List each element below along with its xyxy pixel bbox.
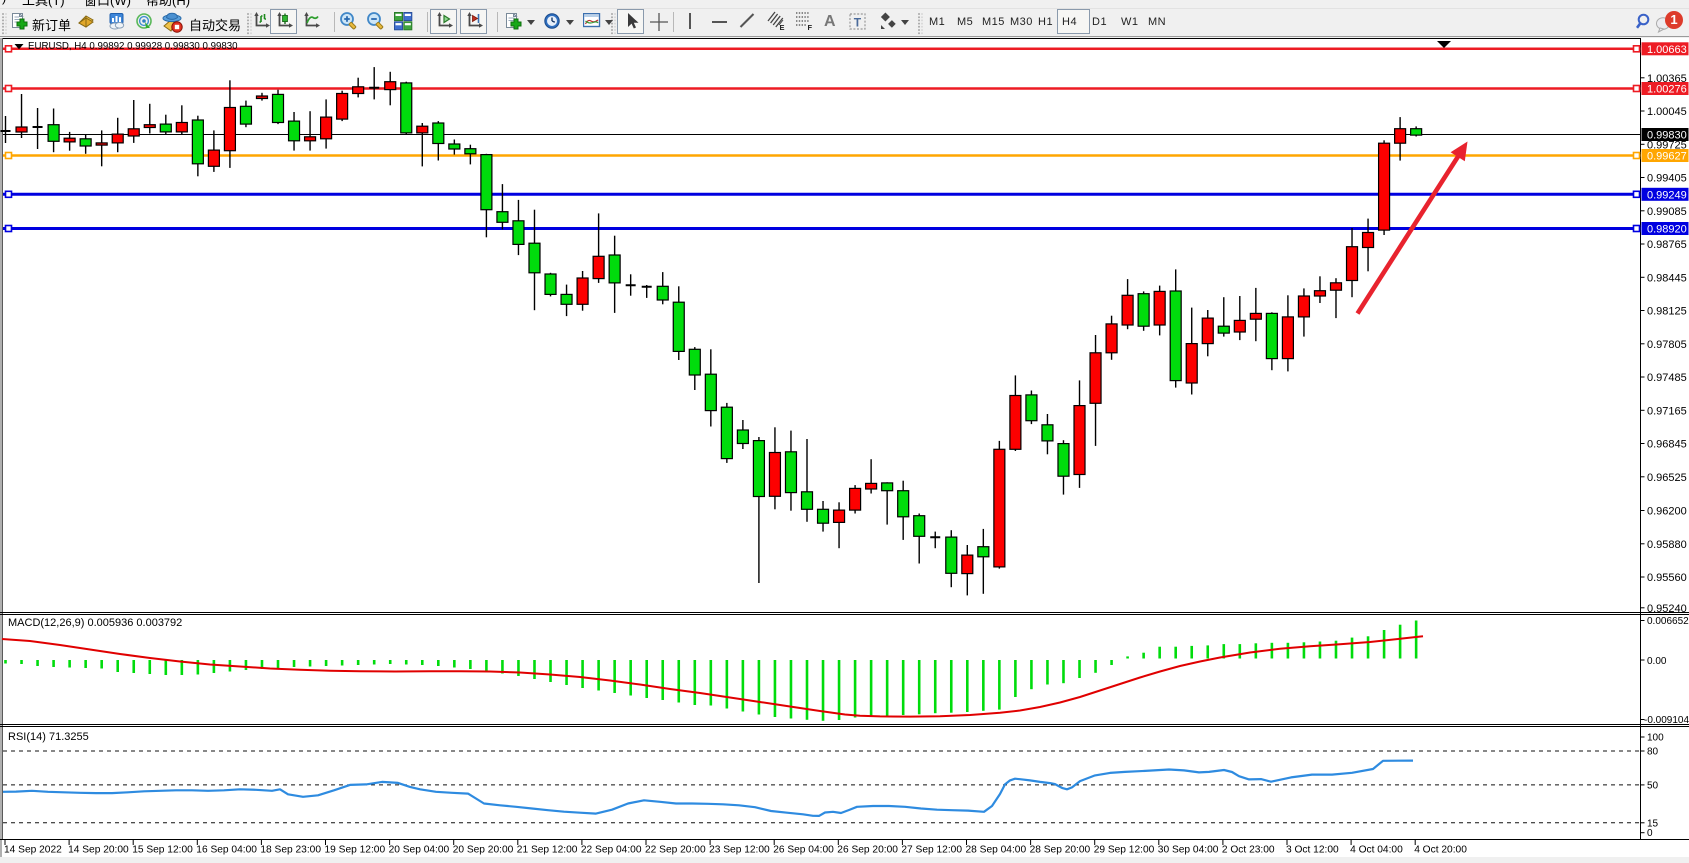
- svg-text:0.99405: 0.99405: [1647, 173, 1687, 185]
- svg-text:3 Oct 12:00: 3 Oct 12:00: [1286, 845, 1339, 856]
- svg-text:100: 100: [1647, 733, 1664, 744]
- svg-text:0.99627: 0.99627: [1647, 151, 1687, 163]
- svg-text:21 Sep 12:00: 21 Sep 12:00: [517, 845, 578, 856]
- svg-text:4 Oct 04:00: 4 Oct 04:00: [1350, 845, 1403, 856]
- svg-text:29 Sep 12:00: 29 Sep 12:00: [1094, 845, 1155, 856]
- svg-text:0.00: 0.00: [1647, 656, 1667, 667]
- svg-text:4 Oct 20:00: 4 Oct 20:00: [1414, 845, 1467, 856]
- svg-text:0.95880: 0.95880: [1647, 539, 1687, 551]
- svg-text:14 Sep 20:00: 14 Sep 20:00: [68, 845, 129, 856]
- svg-text:28 Sep 20:00: 28 Sep 20:00: [1030, 845, 1091, 856]
- svg-text:0.96200: 0.96200: [1647, 506, 1687, 518]
- svg-text:18 Sep 23:00: 18 Sep 23:00: [260, 845, 321, 856]
- svg-text:0.99725: 0.99725: [1647, 139, 1687, 151]
- svg-text:1.00045: 1.00045: [1647, 106, 1687, 118]
- svg-text:20 Sep 20:00: 20 Sep 20:00: [453, 845, 514, 856]
- svg-text:-0.009104: -0.009104: [1644, 715, 1689, 726]
- svg-text:1.00276: 1.00276: [1647, 84, 1687, 96]
- svg-text:0.96525: 0.96525: [1647, 472, 1687, 484]
- svg-text:19 Sep 12:00: 19 Sep 12:00: [325, 845, 386, 856]
- svg-text:0.97165: 0.97165: [1647, 405, 1687, 417]
- svg-text:26 Sep 20:00: 26 Sep 20:00: [837, 845, 898, 856]
- svg-text:0.96845: 0.96845: [1647, 439, 1687, 451]
- svg-text:0.99249: 0.99249: [1647, 189, 1687, 201]
- svg-text:MACD(12,26,9) 0.005936 0.00379: MACD(12,26,9) 0.005936 0.003792: [8, 617, 182, 629]
- svg-text:0.95240: 0.95240: [1647, 603, 1687, 615]
- svg-text:2 Oct 23:00: 2 Oct 23:00: [1222, 845, 1275, 856]
- svg-text:0.99830: 0.99830: [1647, 130, 1687, 142]
- svg-text:0.99085: 0.99085: [1647, 206, 1687, 218]
- svg-text:27 Sep 12:00: 27 Sep 12:00: [901, 845, 962, 856]
- svg-text:23 Sep 12:00: 23 Sep 12:00: [709, 845, 770, 856]
- svg-text:0.95560: 0.95560: [1647, 572, 1687, 584]
- svg-text:0.98920: 0.98920: [1647, 224, 1687, 236]
- svg-text:E: E: [780, 23, 785, 31]
- svg-text:0.98125: 0.98125: [1647, 306, 1687, 318]
- svg-text:0.98765: 0.98765: [1647, 239, 1687, 251]
- svg-text:0.006652: 0.006652: [1647, 616, 1689, 627]
- svg-text:22 Sep 04:00: 22 Sep 04:00: [581, 845, 642, 856]
- svg-text:RSI(14) 71.3255: RSI(14) 71.3255: [8, 731, 89, 743]
- svg-text:22 Sep 20:00: 22 Sep 20:00: [645, 845, 706, 856]
- svg-text:1.00663: 1.00663: [1647, 44, 1687, 56]
- svg-text:50: 50: [1647, 780, 1659, 791]
- svg-text:T: T: [854, 16, 862, 30]
- svg-text:0.97805: 0.97805: [1647, 339, 1687, 351]
- svg-text:16 Sep 04:00: 16 Sep 04:00: [196, 845, 257, 856]
- svg-text:30 Sep 04:00: 30 Sep 04:00: [1158, 845, 1219, 856]
- svg-text:15 Sep 12:00: 15 Sep 12:00: [132, 845, 193, 856]
- svg-text:15: 15: [1647, 818, 1659, 829]
- svg-text:80: 80: [1647, 747, 1659, 758]
- svg-text:28 Sep 04:00: 28 Sep 04:00: [966, 845, 1027, 856]
- svg-text:0.97485: 0.97485: [1647, 372, 1687, 384]
- svg-text:14 Sep 2022: 14 Sep 2022: [4, 845, 62, 856]
- svg-text:26 Sep 04:00: 26 Sep 04:00: [773, 845, 834, 856]
- svg-text:0.98445: 0.98445: [1647, 272, 1687, 284]
- svg-text:20 Sep 04:00: 20 Sep 04:00: [389, 845, 450, 856]
- svg-text:F: F: [808, 23, 813, 31]
- svg-text:EURUSD, H4 0.99892 0.99928 0.: EURUSD, H4 0.99892 0.99928 0.99830 0.998…: [28, 41, 238, 52]
- svg-text:1.00365: 1.00365: [1647, 73, 1687, 85]
- svg-text:0: 0: [1647, 828, 1653, 839]
